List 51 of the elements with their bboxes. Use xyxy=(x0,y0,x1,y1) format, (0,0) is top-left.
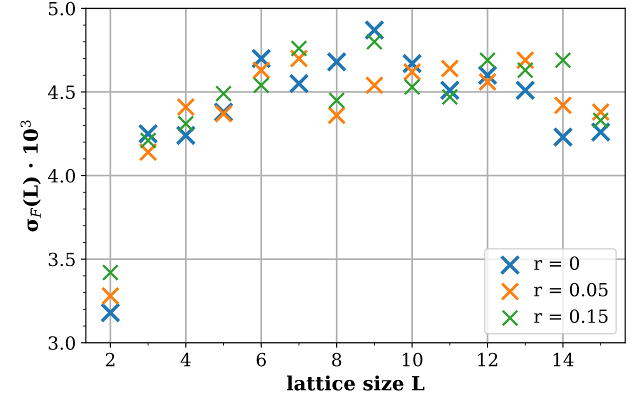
x-tick-label: 10 xyxy=(402,352,422,366)
x-tick-label: 4 xyxy=(180,352,191,366)
point xyxy=(252,60,271,80)
y-tick-label: 3.5 xyxy=(48,252,75,266)
point xyxy=(552,126,574,148)
point xyxy=(177,115,194,132)
point xyxy=(215,85,232,102)
point xyxy=(404,78,420,96)
y-tick-label: 5.0 xyxy=(48,2,75,16)
legend-label: r = 0.15 xyxy=(534,309,608,324)
point xyxy=(591,102,610,122)
point xyxy=(290,40,308,57)
x-axis-title: lattice size L xyxy=(286,376,424,391)
point xyxy=(140,132,156,149)
point xyxy=(100,302,121,323)
point xyxy=(515,80,536,100)
point xyxy=(592,112,610,129)
x-tick-label: 2 xyxy=(106,352,114,366)
point xyxy=(252,76,270,94)
point xyxy=(440,80,460,100)
point xyxy=(440,59,460,78)
y-tick-label: 4.5 xyxy=(48,85,75,100)
point xyxy=(479,52,496,69)
y-axis-title: σ$_{F̃}$(L) · 10$^{3}$ xyxy=(20,120,41,232)
point xyxy=(102,264,119,281)
point xyxy=(366,33,383,50)
point xyxy=(364,20,385,40)
point xyxy=(402,53,422,74)
point xyxy=(365,76,384,95)
point xyxy=(288,73,310,94)
x-tick-label: 12 xyxy=(478,352,498,366)
x-tick-label: 14 xyxy=(554,352,574,366)
point xyxy=(554,96,572,115)
y-tick-label: 3.0 xyxy=(48,336,75,350)
point xyxy=(101,286,120,306)
x-tick-label: 8 xyxy=(332,352,342,366)
point xyxy=(554,52,572,69)
point xyxy=(176,98,196,116)
point xyxy=(326,52,347,72)
point xyxy=(516,50,535,70)
point xyxy=(441,88,458,106)
y-tick-label: 4.0 xyxy=(48,169,75,183)
point xyxy=(478,72,497,92)
legend-label: r = 0.05 xyxy=(534,282,608,297)
point xyxy=(328,92,346,109)
point xyxy=(402,62,422,82)
point xyxy=(251,48,272,69)
point xyxy=(516,62,534,79)
legend-label: r = 0 xyxy=(534,256,580,270)
x-tick-label: 6 xyxy=(256,352,266,366)
point xyxy=(138,124,158,144)
